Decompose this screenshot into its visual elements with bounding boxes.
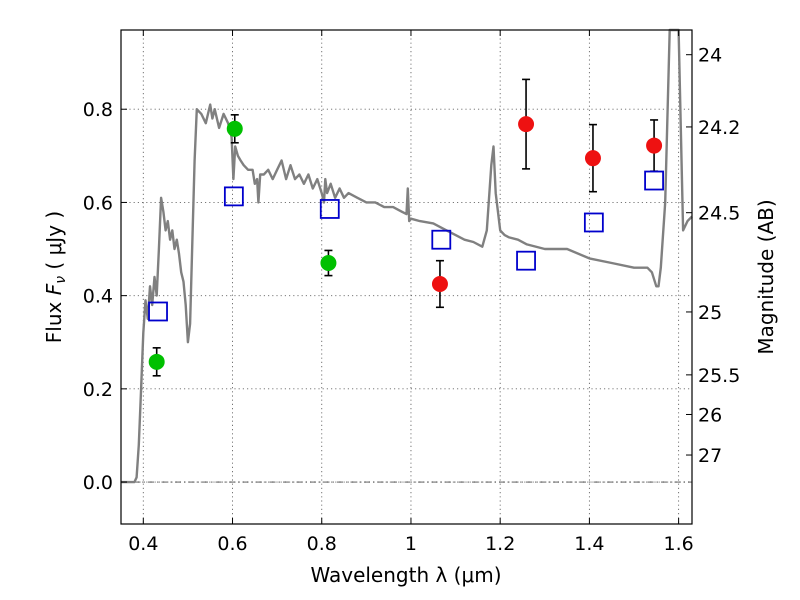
plot-frame [120,29,693,525]
model-square-marker [583,212,604,233]
x-tick-label: 0.4 [128,533,158,555]
model-square-marker [644,170,664,191]
mag-tick-label: 24 [698,45,722,67]
x-axis-title: Wavelength λ (μm) [310,563,501,587]
x-tick-label: 1 [405,533,417,555]
y-tick-label: 0.4 [83,286,113,308]
x-tick-label: 0.8 [307,533,337,555]
model-spectrum-line [121,28,693,484]
mag-tick-label: 27 [698,445,722,467]
y-tick-label: 0.8 [83,99,113,121]
x-tick-label: 1.2 [485,533,515,555]
green-points-marker [226,120,243,137]
x-tick-label: 1.6 [664,533,694,555]
model-square-marker [431,229,452,250]
model-square-marker [319,199,340,219]
grid-layer [121,30,692,524]
y-tick-label: 0.6 [83,192,113,214]
right-axis-title: Magnitude (AB) [754,199,778,354]
mag-tick-label: 24.2 [698,117,740,139]
ticks-layer: 0.4 0.6 0.8 1 1.2 1.4 1.6 0.0 0.2 0.4 0.6 0.8 24 24.2… [83,30,740,555]
y-axis-title: Flux Fν ( μJy ) [42,211,69,343]
mag-tick-label: 25.5 [698,365,740,387]
x-tick-label: 0.6 [217,533,247,555]
y-tick-label: 0.0 [83,472,113,494]
model-square-marker [148,301,168,322]
red-points-marker [646,137,663,154]
mag-tick-label: 24.5 [698,203,740,225]
model-square-marker [223,186,244,207]
mag-tick-label: 25 [698,302,722,324]
plot-background [121,30,692,524]
red-points-marker [584,150,601,167]
y-tick-label: 0.2 [83,379,113,401]
data-points-layer [148,78,664,377]
green-points-marker [148,353,165,370]
model-square-marker [516,250,536,271]
x-tick-label: 1.4 [574,533,604,555]
red-points-marker [431,275,448,292]
green-points-marker [320,255,337,272]
mag-tick-label: 26 [698,404,722,426]
red-points-marker [518,116,535,133]
